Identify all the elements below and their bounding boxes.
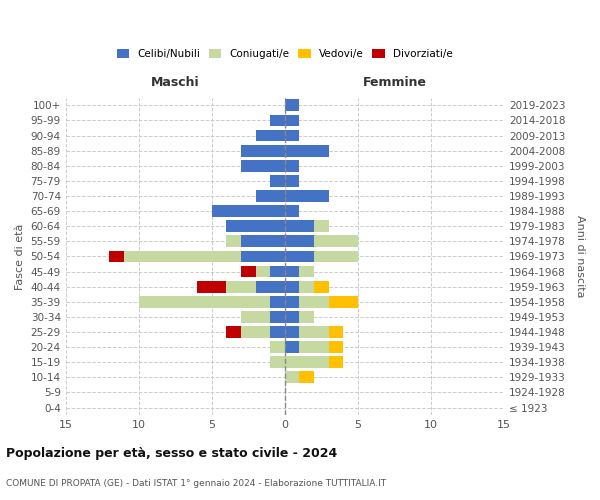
Bar	[270, 175, 285, 187]
Text: Popolazione per età, sesso e stato civile - 2024: Popolazione per età, sesso e stato civil…	[6, 448, 337, 460]
Bar	[226, 236, 241, 247]
Bar	[270, 296, 285, 308]
Bar	[299, 326, 329, 338]
Bar	[139, 296, 270, 308]
Bar	[299, 341, 329, 353]
Bar	[285, 160, 299, 172]
Bar	[285, 144, 329, 156]
Bar	[299, 296, 329, 308]
Bar	[212, 205, 285, 217]
Bar	[241, 266, 256, 278]
Bar	[285, 220, 314, 232]
Bar	[285, 205, 299, 217]
Bar	[226, 326, 241, 338]
Bar	[241, 311, 270, 323]
Bar	[197, 281, 226, 292]
Bar	[270, 326, 285, 338]
Bar	[299, 311, 314, 323]
Bar	[285, 130, 299, 141]
Bar	[256, 130, 285, 141]
Bar	[329, 356, 343, 368]
Bar	[285, 341, 299, 353]
Bar	[314, 250, 358, 262]
Bar	[314, 220, 329, 232]
Bar	[299, 281, 314, 292]
Bar	[314, 281, 329, 292]
Bar	[285, 266, 299, 278]
Bar	[241, 250, 285, 262]
Y-axis label: Fasce di età: Fasce di età	[15, 224, 25, 290]
Bar	[299, 372, 314, 383]
Bar	[270, 311, 285, 323]
Bar	[285, 100, 299, 111]
Bar	[285, 326, 299, 338]
Bar	[285, 250, 314, 262]
Bar	[241, 144, 285, 156]
Text: Femmine: Femmine	[362, 76, 427, 90]
Text: Maschi: Maschi	[151, 76, 200, 90]
Bar	[109, 250, 124, 262]
Bar	[256, 266, 270, 278]
Bar	[124, 250, 241, 262]
Bar	[285, 281, 299, 292]
Bar	[226, 281, 256, 292]
Bar	[241, 326, 270, 338]
Bar	[285, 311, 299, 323]
Legend: Celibi/Nubili, Coniugati/e, Vedovi/e, Divorziati/e: Celibi/Nubili, Coniugati/e, Vedovi/e, Di…	[117, 49, 452, 59]
Text: COMUNE DI PROPATA (GE) - Dati ISTAT 1° gennaio 2024 - Elaborazione TUTTITALIA.IT: COMUNE DI PROPATA (GE) - Dati ISTAT 1° g…	[6, 479, 386, 488]
Bar	[256, 281, 285, 292]
Bar	[285, 372, 299, 383]
Bar	[329, 341, 343, 353]
Bar	[270, 114, 285, 126]
Bar	[285, 236, 314, 247]
Bar	[314, 236, 358, 247]
Bar	[256, 190, 285, 202]
Bar	[285, 175, 299, 187]
Bar	[329, 296, 358, 308]
Bar	[241, 236, 285, 247]
Bar	[285, 356, 329, 368]
Bar	[285, 190, 329, 202]
Bar	[299, 266, 314, 278]
Bar	[285, 296, 299, 308]
Bar	[270, 356, 285, 368]
Bar	[285, 114, 299, 126]
Bar	[226, 220, 285, 232]
Bar	[270, 341, 285, 353]
Bar	[241, 160, 285, 172]
Bar	[270, 266, 285, 278]
Bar	[329, 326, 343, 338]
Y-axis label: Anni di nascita: Anni di nascita	[575, 215, 585, 298]
